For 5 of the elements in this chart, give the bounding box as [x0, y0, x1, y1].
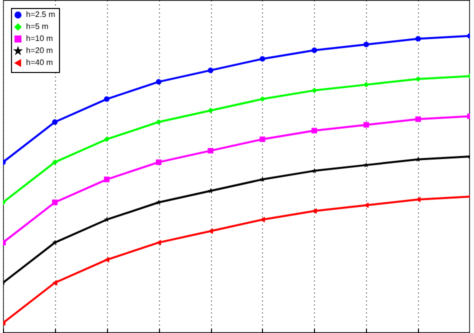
- legend-label: h=5 m: [26, 22, 49, 31]
- legend-label: h=10 m: [26, 34, 54, 43]
- legend-label: h=40 m: [26, 58, 54, 67]
- legend-label: h=2.5 m: [26, 10, 56, 19]
- legend-label: h=20 m: [26, 46, 54, 55]
